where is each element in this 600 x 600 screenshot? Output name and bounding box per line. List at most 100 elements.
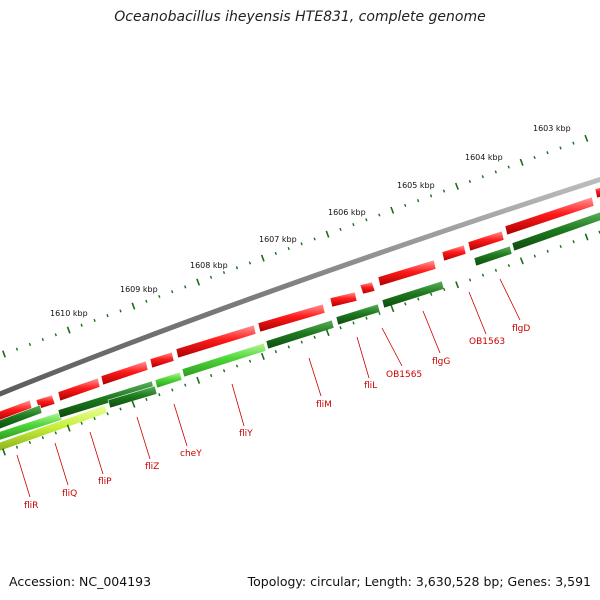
kbp-scale: 1603 kbp 1604 kbp 1605 kbp 1606 kbp 1607… <box>50 124 571 318</box>
forward-strand-genes <box>0 187 600 422</box>
outer-tick <box>546 151 549 155</box>
gene-label-flgG: flgG <box>432 357 450 367</box>
inner-tick <box>28 440 32 445</box>
gene-label-fliL: fliL <box>364 381 377 391</box>
outer-tick <box>28 342 32 346</box>
inner-tick-ring <box>2 230 600 456</box>
kbp-label: 1604 kbp <box>465 153 503 162</box>
kbp-label: 1603 kbp <box>533 124 571 133</box>
inner-tick <box>196 376 201 384</box>
inner-tick <box>443 287 446 292</box>
inner-tick <box>404 302 407 306</box>
leader-fliR <box>16 454 31 498</box>
inner-tick <box>417 297 420 301</box>
gene-label-fliP: fliP <box>98 477 112 487</box>
inner-tick <box>378 311 381 315</box>
leader-flgG <box>422 310 441 354</box>
inner-tick <box>468 278 472 282</box>
gene-label-OB1565: OB1565 <box>386 370 422 380</box>
gene-arrow-fliY <box>175 324 257 359</box>
outer-tick <box>80 323 83 327</box>
inner-tick <box>145 397 148 401</box>
kbp-label: 1606 kbp <box>328 208 366 217</box>
outer-tick <box>222 270 226 275</box>
kbp-label: 1609 kbp <box>120 285 158 294</box>
outer-tick <box>390 206 395 214</box>
inner-tick <box>430 292 433 296</box>
inner-tick <box>533 254 536 258</box>
outer-tick <box>287 247 290 251</box>
outer-tick <box>352 223 355 227</box>
leader-fliL <box>356 336 370 379</box>
reverse-block <box>335 303 381 326</box>
inner-tick <box>546 249 549 253</box>
outer-tick <box>429 194 433 198</box>
outer-tick <box>442 189 446 193</box>
accession-label: Accession: NC_004193 <box>9 574 152 589</box>
outer-tick <box>209 275 213 279</box>
inner-tick <box>300 340 303 344</box>
gene-arrow-flgE <box>504 196 595 236</box>
inner-tick <box>248 359 252 363</box>
gene-label-fliY: fliY <box>239 429 253 439</box>
outer-tick <box>584 134 589 142</box>
gene-arrow-flgG <box>377 259 437 287</box>
leader-fliQ <box>54 442 69 486</box>
outer-tick <box>119 309 122 313</box>
outer-tick <box>454 182 459 190</box>
outer-tick <box>235 266 239 270</box>
inner-tick <box>93 416 96 421</box>
outer-tick <box>54 333 57 337</box>
outer-tick <box>519 158 524 166</box>
kbp-label: 1607 kbp <box>259 235 297 244</box>
outer-tick <box>494 170 497 174</box>
leader-cheY <box>173 403 188 447</box>
outer-tick <box>41 338 44 342</box>
inner-tick <box>54 431 57 435</box>
inner-tick <box>106 412 109 416</box>
kbp-label: 1608 kbp <box>190 261 228 270</box>
inner-tick <box>260 352 265 360</box>
leader-OB1565 <box>381 327 403 367</box>
inner-tick <box>507 264 511 268</box>
outer-tick <box>184 285 187 289</box>
outer-tick <box>131 302 136 310</box>
genome-backbone <box>0 176 600 397</box>
reverse-block <box>181 342 267 378</box>
outer-tick <box>416 199 420 203</box>
reverse-strand-genes <box>0 211 600 452</box>
inner-tick <box>572 240 575 244</box>
gene-arrow-edge <box>594 187 600 199</box>
gene-arrow-fliM <box>257 303 326 333</box>
gene-arrow-OB1565 <box>359 281 376 295</box>
inner-tick <box>325 328 330 337</box>
inner-tick <box>365 316 368 320</box>
reverse-block <box>381 280 445 309</box>
inner-tick <box>235 364 239 368</box>
leader-fliM <box>308 357 322 397</box>
gene-labels: fliR fliQ fliP fliZ cheY fliY fliM fliL … <box>24 324 530 511</box>
reverse-block <box>265 319 335 350</box>
outer-tick <box>248 261 252 265</box>
inner-tick <box>158 393 161 397</box>
reverse-block <box>107 385 158 409</box>
inner-tick <box>184 383 187 387</box>
outer-tick-ring <box>2 134 589 358</box>
outer-tick <box>158 294 161 299</box>
inner-tick <box>80 421 83 425</box>
outer-tick <box>404 203 407 208</box>
gene-label-flgD: flgD <box>512 324 530 334</box>
outer-tick <box>300 242 303 246</box>
inner-tick <box>352 321 355 325</box>
outer-tick <box>339 227 342 231</box>
gene-label-fliQ: fliQ <box>62 489 77 499</box>
outer-tick <box>507 165 510 169</box>
map-title: Oceanobacillus iheyensis HTE831, complet… <box>114 9 486 25</box>
inner-tick <box>210 373 213 378</box>
reverse-block <box>511 211 600 252</box>
reverse-block <box>0 404 43 430</box>
kbp-label: 1605 kbp <box>397 181 435 190</box>
inner-tick <box>584 233 589 241</box>
leader-OB1563 <box>468 291 487 335</box>
inner-tick <box>131 400 136 408</box>
